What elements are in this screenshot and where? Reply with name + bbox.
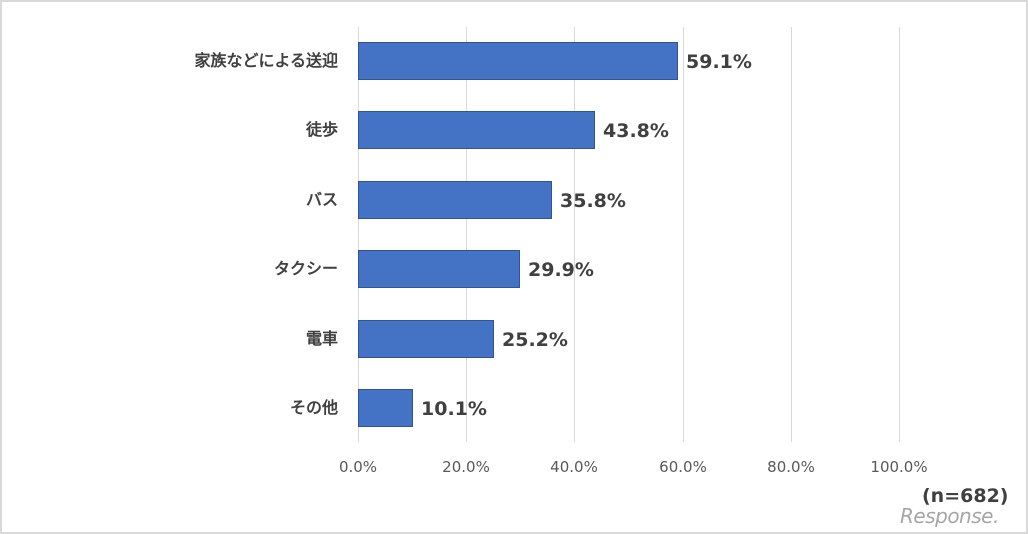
x-tick-label: 40.0% — [550, 458, 598, 476]
bar — [358, 250, 520, 288]
category-label: 家族などによる送迎 — [194, 51, 338, 70]
sample-size-note: (n=682) — [922, 485, 1009, 507]
x-tick-label: 20.0% — [442, 458, 490, 476]
category-label: その他 — [289, 398, 338, 417]
bar — [358, 181, 552, 219]
value-label: 43.8% — [603, 120, 669, 142]
category-label: バス — [305, 190, 338, 209]
value-label: 10.1% — [421, 398, 487, 420]
gridline — [899, 27, 900, 442]
value-label: 59.1% — [686, 51, 752, 73]
category-label: 徒歩 — [305, 120, 338, 139]
x-tick-label: 100.0% — [870, 458, 928, 476]
x-tick-label: 60.0% — [659, 458, 707, 476]
x-tick-label: 80.0% — [767, 458, 815, 476]
gridline — [358, 27, 359, 442]
value-label: 25.2% — [502, 329, 568, 351]
category-label: タクシー — [273, 259, 338, 278]
x-tick-label: 0.0% — [338, 458, 378, 476]
value-label: 35.8% — [560, 190, 626, 212]
bar — [358, 320, 494, 358]
gridline — [683, 27, 684, 442]
bar — [358, 42, 678, 80]
bar — [358, 111, 595, 149]
response-watermark: Response. — [900, 504, 999, 528]
category-label: 電車 — [305, 329, 338, 348]
gridline — [466, 27, 467, 442]
bar — [358, 389, 413, 427]
gridline — [791, 27, 792, 442]
value-label: 29.9% — [528, 259, 594, 281]
gridline — [574, 27, 575, 442]
